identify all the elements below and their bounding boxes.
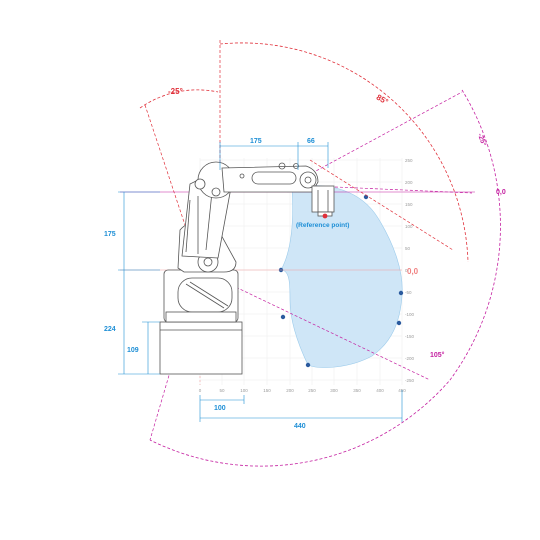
magenta-reach-arc [149,89,501,467]
x-tick: 100 [240,388,248,393]
x-tick: 200 [286,388,294,393]
workspace-point [305,362,311,368]
dim-224-label: 224 [104,326,116,333]
workspace-point [396,320,402,326]
y-tick: -50 [405,290,412,295]
y-tick: -150 [405,334,415,339]
workspace-area [280,185,403,368]
robot-wrist [299,171,317,189]
x-tick: 150 [263,388,271,393]
y-tick: -100 [405,312,415,317]
robot-arm [159,161,335,375]
dim-109-label: 109 [127,347,139,354]
y-tick: 100 [405,224,413,229]
dim-175-left-label: 175 [104,231,116,238]
x-axis-ticks: 0 50 100 150 200 250 300 350 400 450 [199,388,407,393]
angle-105: 105° [430,351,445,359]
dim-109 [142,321,160,374]
dim-66-label: 66 [307,138,315,145]
y-tick: 150 [405,202,413,207]
reference-point-marker [322,213,328,219]
reference-point-label: (Reference point) [296,222,349,229]
y-tick: 50 [405,246,411,251]
zero-label-mid: 0,0 [407,267,419,276]
dim-175-top [219,142,299,170]
angle-neg25-left: -25° [168,87,183,96]
x-tick: 350 [353,388,361,393]
zero-label-top: 0,0 [496,189,506,196]
dim-440 [199,390,403,422]
y-tick: -250 [405,378,415,383]
y-axis-ticks: 250 200 150 100 50 0 -50 -100 -150 -200 … [405,158,415,383]
dim-175-left [118,191,160,271]
workspace-point [280,314,286,320]
dim-224 [118,270,160,375]
x-tick: 400 [376,388,384,393]
robot-base-pedestal [159,321,243,375]
dim-440-label: 440 [294,423,306,430]
dim-175-top-label: 175 [250,138,262,145]
neg25-arc [139,89,219,109]
dim-100-label: 100 [214,405,226,412]
x-tick: 50 [219,388,225,393]
robot-end-effector [311,185,335,213]
y-tick: 0 [405,268,408,273]
dim-100 [199,395,245,404]
x-tick: 300 [330,388,338,393]
x-tick: 250 [308,388,316,393]
y-tick: -200 [405,356,415,361]
outer-reach-arc [219,42,469,263]
x-tick: 0 [199,388,202,393]
y-tick: 250 [405,158,413,163]
workspace-point [398,290,404,296]
angle-neg25-right: -25° [476,132,488,147]
angle-85: 85° [375,93,390,107]
reach-arcs [139,42,501,467]
dim-66 [298,142,329,168]
y-tick: 200 [405,180,413,185]
